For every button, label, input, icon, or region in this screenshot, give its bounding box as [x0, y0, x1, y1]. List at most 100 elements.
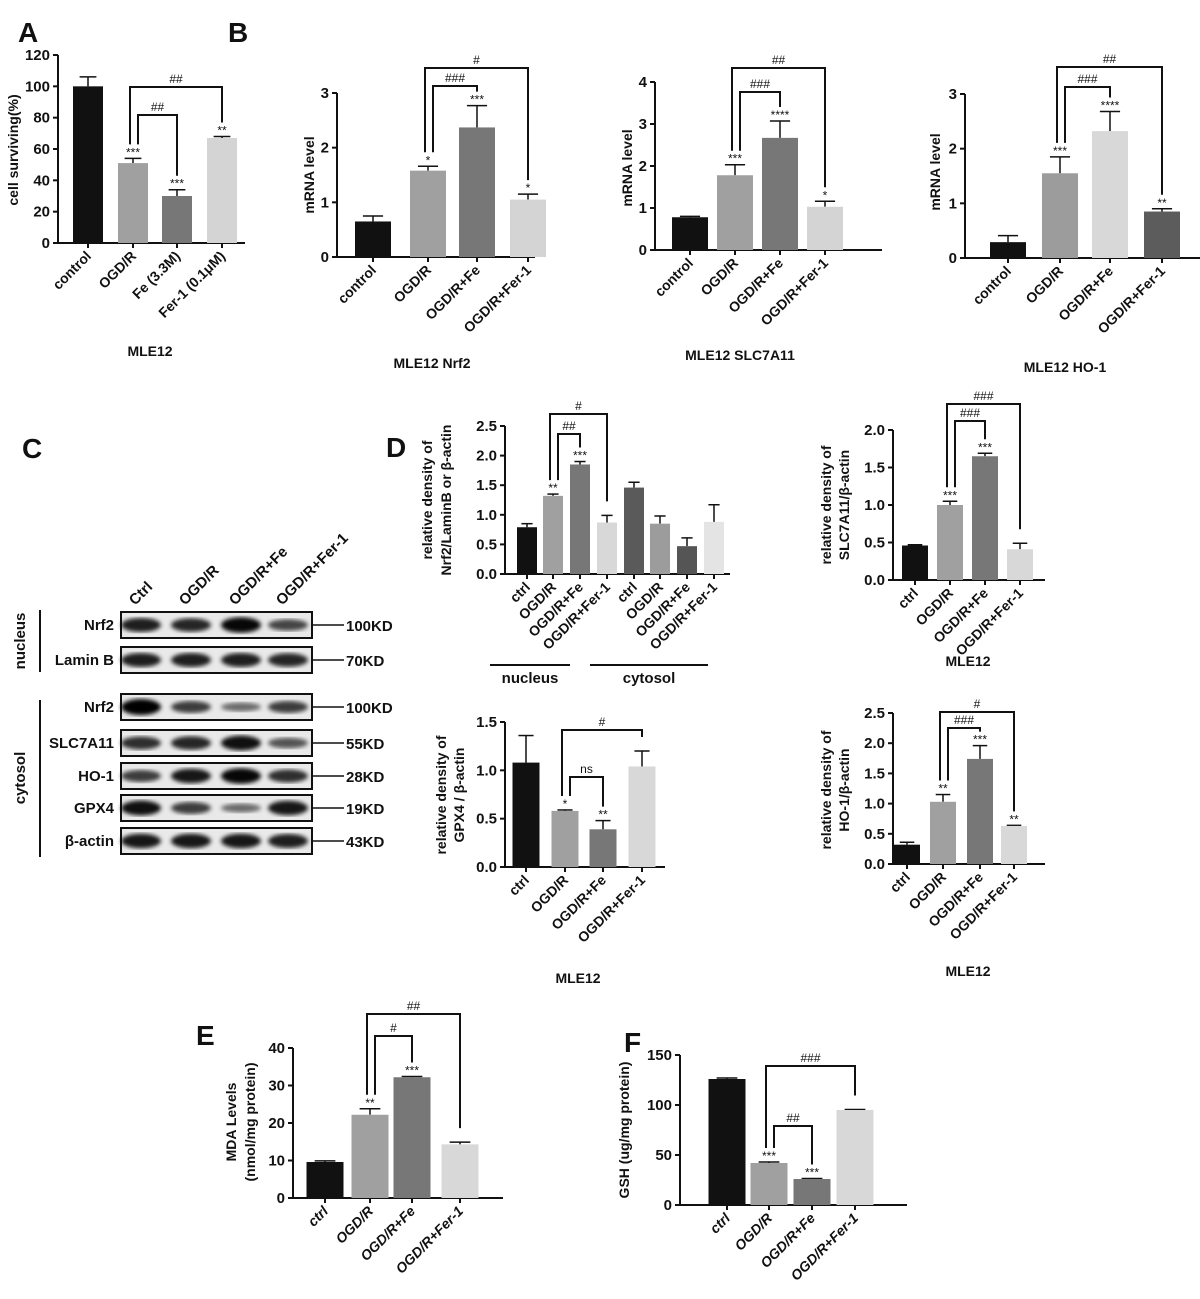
chart-e: 0 10 20 30 40 MDA Levels (nmol/mg protein) ctrl…	[223, 999, 503, 1277]
bracket-label: ###	[750, 77, 770, 91]
bar-ogd-r-fe	[793, 1179, 831, 1205]
y-tick-label: 2.5	[864, 705, 885, 722]
protein-label: Lamin B	[55, 652, 114, 669]
bar-control	[73, 86, 103, 243]
x-tick-label: OGD/R	[697, 255, 741, 299]
bar-ogd-r	[717, 175, 753, 250]
bracket-label: ###	[960, 406, 980, 420]
y-tick-label: 0.0	[476, 859, 497, 876]
significance-marker: ***	[973, 733, 987, 747]
significance-bracket	[946, 403, 1021, 530]
bracket-label: ##	[562, 419, 576, 433]
bar-control	[355, 221, 391, 257]
y-tick-label: 80	[33, 110, 50, 127]
group-label-nucleus: nucleus	[502, 670, 559, 687]
bar-ogd-r	[118, 163, 148, 243]
significance-marker: ***	[170, 177, 184, 191]
bracket-label: ###	[445, 71, 465, 85]
x-tick-label: OGD/R+Fer-1	[574, 872, 648, 946]
bar-ogd-r	[543, 495, 563, 574]
y-tick-label: 0	[321, 249, 329, 266]
bar-ogd-r-fe	[589, 829, 617, 867]
panel-letter-D: D	[386, 432, 406, 463]
bar-ogd-r-fer-1	[597, 522, 617, 574]
bar-ogd-r-fer-1	[1144, 211, 1180, 258]
y-tick-label: 2	[639, 158, 647, 175]
significance-bracket	[954, 420, 986, 488]
molecular-weight-label: 28KD	[346, 769, 385, 786]
y-tick-label: 0	[639, 242, 647, 259]
significance-bracket	[765, 1065, 856, 1148]
protein-band	[268, 737, 308, 749]
chart-title: MLE12	[945, 653, 990, 669]
y-tick-label: 1	[949, 195, 957, 212]
protein-band	[171, 802, 211, 814]
y-tick-label: 10	[268, 1153, 285, 1170]
significance-marker: **	[548, 481, 558, 495]
bracket-label: #	[473, 53, 480, 67]
x-tick-label: OGD/R	[390, 262, 434, 306]
y-tick-label: 1.5	[476, 477, 497, 494]
y-tick-label: 60	[33, 141, 50, 158]
significance-marker: ***	[762, 1149, 776, 1163]
y-tick-label: 0	[949, 250, 957, 267]
y-axis-label: mRNA level	[927, 133, 943, 210]
significance-marker: **	[217, 123, 227, 137]
y-tick-label: 2.0	[864, 735, 885, 752]
significance-marker: ***	[126, 145, 140, 159]
x-tick-label: control	[49, 248, 94, 293]
y-tick-label: 1.0	[476, 507, 497, 524]
panel-letter-C: C	[22, 433, 42, 464]
protein-band	[171, 701, 211, 713]
significance-bracket	[561, 729, 643, 796]
bar-ctrl	[894, 844, 920, 864]
molecular-weight-label: 70KD	[346, 653, 385, 670]
y-tick-label: 40	[33, 172, 50, 189]
protein-band	[121, 800, 161, 816]
bracket-label: #	[974, 697, 981, 711]
significance-bracket	[773, 1125, 813, 1165]
bar-ctrl	[512, 762, 540, 867]
y-tick-label: 1	[639, 200, 647, 217]
y-axis-label: relative density of	[433, 735, 449, 854]
bar-ogd-r-fer-1	[510, 199, 546, 257]
protein-band	[268, 701, 308, 713]
x-tick-label: OGD/R	[95, 248, 139, 292]
chart-title: MLE12	[555, 970, 600, 986]
y-tick-label: 0.5	[864, 535, 885, 552]
bar-ogd-r	[551, 810, 579, 867]
significance-marker: *	[426, 153, 431, 167]
y-tick-label: 120	[25, 47, 50, 64]
y-tick-label: 0	[664, 1197, 672, 1214]
y-tick-label: 0.5	[476, 811, 497, 828]
bar-ogd-r-fer-1	[836, 1110, 874, 1205]
y-tick-label: 1.0	[476, 762, 497, 779]
y-tick-label: 50	[655, 1147, 672, 1164]
significance-marker: ***	[943, 488, 957, 502]
x-tick-label: ctrl	[886, 869, 913, 896]
x-tick-label: ctrl	[706, 1209, 734, 1237]
significance-marker: **	[598, 808, 608, 822]
protein-band	[121, 653, 161, 667]
protein-band	[121, 770, 161, 782]
significance-bracket	[1056, 66, 1163, 195]
chart-a: 0 20 40 60 80 100 120 cell surviving(%) control *…	[5, 47, 245, 359]
significance-marker: ***	[728, 152, 742, 166]
chart-title: MLE12	[945, 963, 990, 979]
y-tick-label: 2.0	[864, 422, 885, 439]
molecular-weight-label: 100KD	[346, 618, 393, 635]
y-tick-label: 100	[647, 1097, 672, 1114]
protein-band	[171, 736, 211, 750]
bracket-label: ###	[1077, 72, 1097, 86]
chart-d-nrf2: 0.0 0.5 1.0 1.5 2.0 2.5 relative density of Nrf…	[419, 399, 730, 687]
significance-bracket	[569, 776, 604, 807]
y-axis-label: mRNA level	[301, 136, 317, 213]
protein-label: Nrf2	[84, 617, 114, 634]
significance-bracket	[1064, 86, 1111, 143]
y-tick-label: 4	[639, 74, 648, 91]
